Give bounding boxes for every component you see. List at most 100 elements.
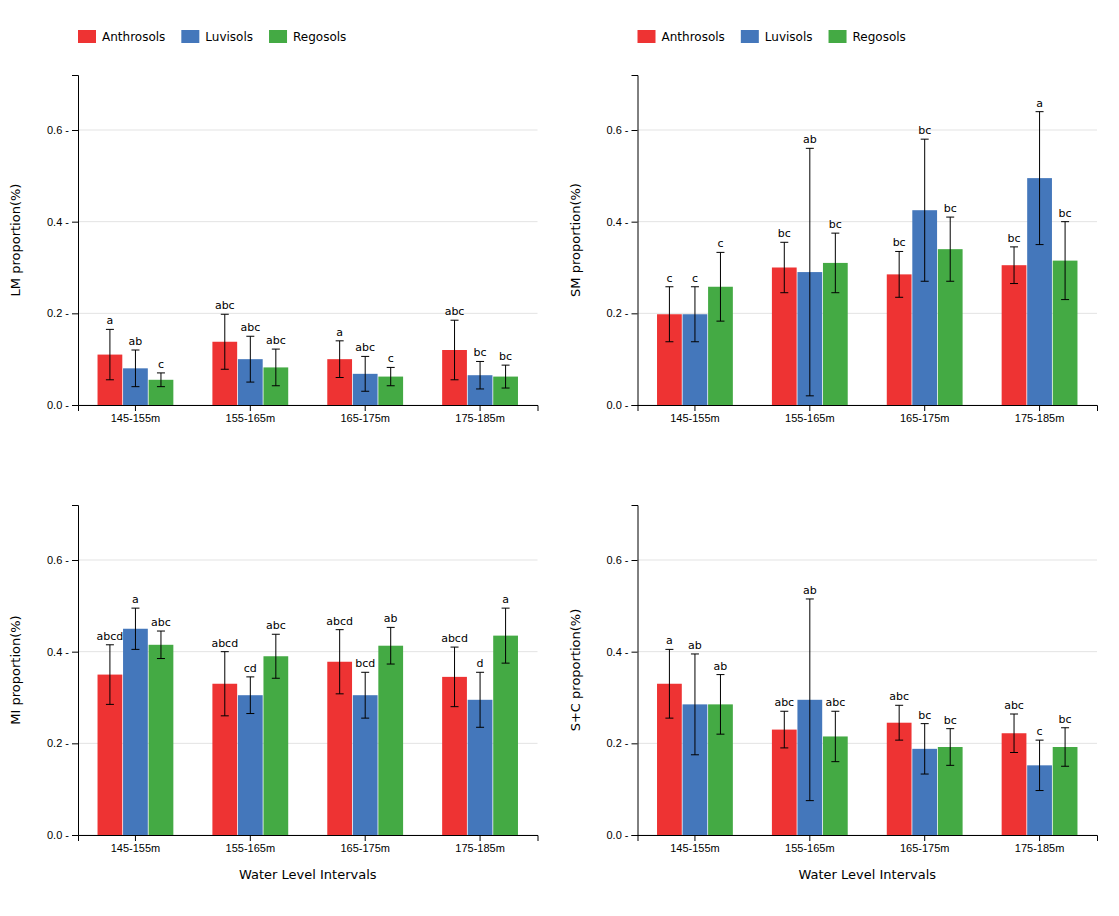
y-tick-label: 0.4 -	[606, 216, 628, 228]
error-bar	[246, 336, 254, 382]
y-tick-mark	[632, 130, 638, 131]
stat-label: bc	[918, 709, 931, 722]
stat-label: ab	[384, 612, 398, 625]
bar	[1002, 265, 1027, 405]
bar	[149, 645, 174, 835]
error-bar	[946, 217, 954, 281]
x-tick-mark	[924, 835, 925, 841]
error-bar	[387, 367, 395, 385]
error-bar	[246, 677, 254, 714]
x-tick: 175-185m	[455, 405, 505, 424]
grid-line	[638, 560, 1098, 561]
stat-label: c	[692, 272, 698, 285]
y-tick-mark	[632, 743, 638, 744]
x-tick: 155-165m	[785, 405, 835, 424]
stat-label: bc	[1008, 232, 1021, 245]
stat-label: abcd	[211, 637, 238, 650]
y-tick: 0.4 -	[606, 216, 637, 228]
y-tick-label: 0.4 -	[47, 216, 69, 228]
legend-label: Regosols	[293, 30, 346, 44]
x-tick-label: 165-175m	[340, 842, 390, 854]
bar	[378, 646, 403, 835]
stat-label: abc	[1004, 699, 1024, 712]
stat-label: ab	[688, 639, 702, 652]
x-tick: 175-185m	[1015, 835, 1065, 854]
legend-label: Regosols	[853, 30, 906, 44]
error-bar	[665, 287, 673, 342]
marks	[657, 599, 1077, 835]
error-bar	[131, 608, 139, 649]
legend-label: Luvisols	[205, 30, 253, 44]
y-axis-line	[72, 506, 79, 836]
legend-label: Luvisols	[765, 30, 813, 44]
y-tick-label: 0.2 -	[47, 737, 69, 749]
y-axis-title: MI proportion(%)	[8, 615, 23, 724]
y-axis: 0.0 -0.2 -0.4 -0.6 -	[47, 506, 79, 842]
x-tick: 175-185m	[455, 835, 505, 854]
y-tick-mark	[72, 652, 78, 653]
y-tick: 0.0 -	[47, 399, 78, 411]
stat-label: c	[717, 237, 723, 250]
bar	[238, 695, 263, 835]
legend-label: Anthrosols	[102, 30, 165, 44]
x-tick-label: 175-185m	[455, 412, 505, 424]
y-axis-line	[72, 76, 79, 406]
y-tick: 0.4 -	[47, 216, 78, 228]
x-tick-label: 175-185m	[455, 842, 505, 854]
legend-swatch	[741, 30, 759, 43]
stat-label: a	[132, 593, 139, 606]
stat-label: c	[666, 272, 672, 285]
x-axis-line	[638, 836, 1098, 842]
y-tick-mark	[72, 130, 78, 131]
x-tick-label: 145-155m	[111, 842, 161, 854]
error-bar	[831, 711, 839, 761]
stat-label: bc	[944, 714, 957, 727]
error-bar	[921, 139, 929, 281]
y-axis-line	[632, 76, 639, 406]
stat-labels: cbcbcbccabbcacbcbcbc	[666, 97, 1071, 285]
stat-labels: aabcabcabcababbccababcbcbc	[666, 584, 1072, 738]
stat-label: abc	[355, 341, 375, 354]
error-bar	[806, 148, 814, 396]
y-tick-mark	[632, 652, 638, 653]
stat-label: bc	[778, 227, 791, 240]
legend: Anthrosols Luvisols Regosols	[638, 30, 906, 44]
error-bar	[451, 647, 459, 707]
x-tick: 165-175m	[900, 405, 950, 424]
legend-label: Anthrosols	[662, 30, 725, 44]
grid-line	[78, 560, 538, 561]
y-tick-label: 0.2 -	[606, 307, 628, 319]
stat-label: a	[107, 314, 114, 327]
legend-item: Luvisols	[741, 30, 813, 44]
error-bar	[1061, 728, 1069, 767]
y-tick-label: 0.4 -	[606, 646, 628, 658]
stat-label: bc	[499, 350, 512, 363]
y-tick-mark	[72, 405, 78, 406]
error-bar	[691, 287, 699, 342]
stat-label: abc	[266, 334, 286, 347]
stat-label: abc	[266, 619, 286, 632]
x-axis-line	[79, 406, 539, 412]
y-tick: 0.6 -	[606, 124, 637, 136]
grid	[78, 130, 538, 405]
legend-swatch	[269, 30, 287, 43]
x-axis: 145-155m 155-165m 165-175m 175-185m	[79, 835, 539, 854]
x-tick-label: 175-185m	[1015, 412, 1065, 424]
y-tick-mark	[72, 743, 78, 744]
x-tick-label: 155-165m	[226, 842, 276, 854]
error-bar	[895, 251, 903, 297]
y-tick-mark	[632, 222, 638, 223]
y-tick: 0.4 -	[606, 646, 637, 658]
stat-label: c	[158, 358, 164, 371]
grid	[638, 560, 1098, 835]
y-tick-label: 0.6 -	[47, 124, 69, 136]
x-tick-mark	[135, 835, 136, 841]
y-tick-label: 0.0 -	[47, 399, 69, 411]
bar	[263, 656, 288, 835]
legend-swatch	[638, 30, 656, 43]
y-tick: 0.6 -	[47, 124, 78, 136]
y-tick-mark	[632, 405, 638, 406]
y-tick: 0.2 -	[47, 737, 78, 749]
stat-label: bc	[829, 218, 842, 231]
stat-label: a	[502, 593, 509, 606]
